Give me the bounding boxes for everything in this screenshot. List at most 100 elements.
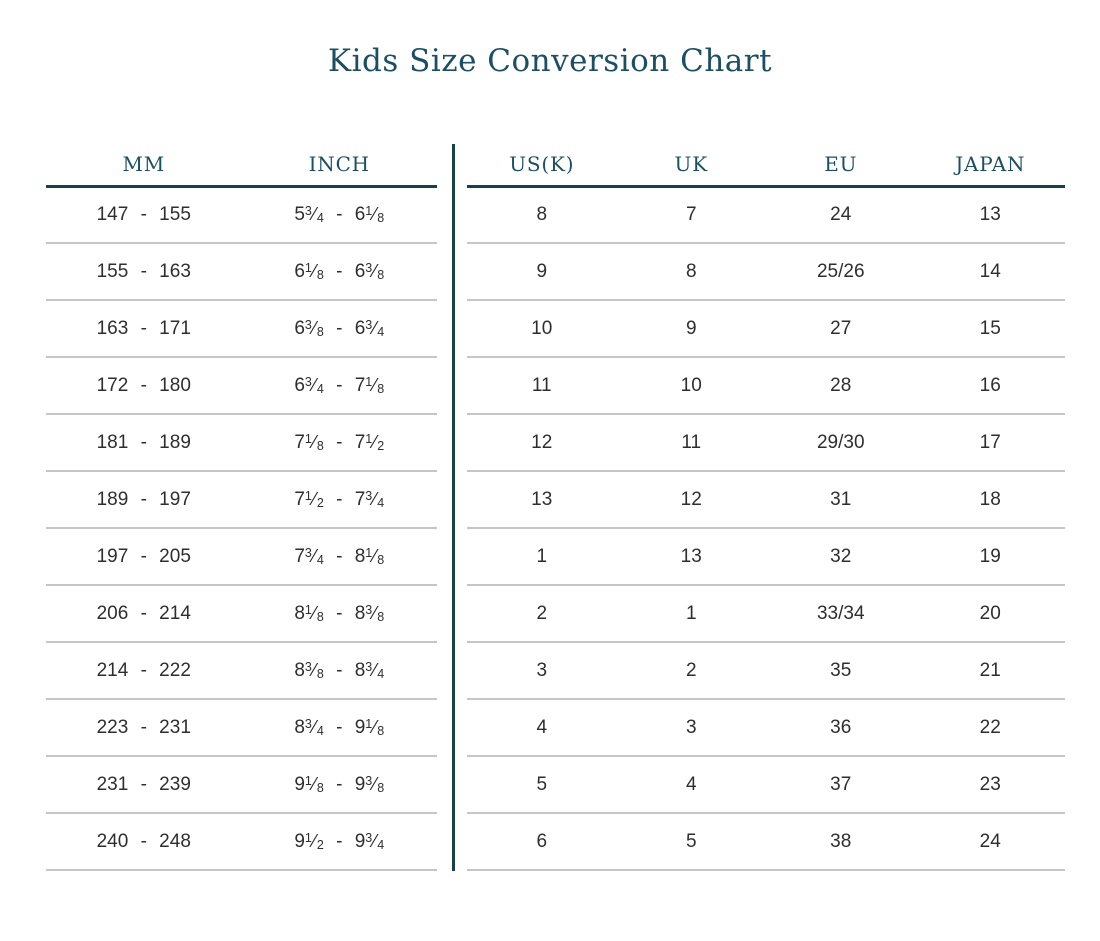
table-row: 147 - 155 53⁄4 - 61⁄8 bbox=[46, 186, 437, 244]
header-row: MM INCH bbox=[46, 144, 437, 188]
header-us-k: US(K) bbox=[467, 144, 617, 188]
table-row: 197 - 205 73⁄4 - 81⁄8 bbox=[46, 528, 437, 586]
page-title: Kids Size Conversion Chart bbox=[327, 43, 773, 79]
mm-range-cell: 163 - 171 bbox=[46, 300, 242, 358]
inch-range-cell: 91⁄8 - 93⁄8 bbox=[241, 756, 437, 814]
mm-range-cell: 231 - 239 bbox=[46, 756, 242, 814]
table-row: 4 3 36 22 bbox=[467, 699, 1065, 757]
mm-inch-table-header: MM INCH bbox=[46, 144, 437, 188]
table-row: 163 - 171 63⁄8 - 63⁄4 bbox=[46, 300, 437, 358]
eu-size-cell: 27 bbox=[766, 300, 916, 358]
japan-size-cell: 20 bbox=[915, 585, 1065, 643]
japan-size-cell: 19 bbox=[915, 528, 1065, 586]
mm-range-cell: 172 - 180 bbox=[46, 357, 242, 415]
us-size-cell: 11 bbox=[467, 357, 617, 415]
eu-size-cell: 38 bbox=[766, 813, 916, 871]
inch-range-cell: 61⁄8 - 63⁄8 bbox=[241, 243, 437, 301]
inch-range-cell: 73⁄4 - 81⁄8 bbox=[241, 528, 437, 586]
eu-size-cell: 24 bbox=[766, 186, 916, 244]
uk-size-cell: 2 bbox=[616, 642, 766, 700]
table-row: 9 8 25/26 14 bbox=[467, 243, 1065, 301]
international-table-header: US(K) UK EU JAPAN bbox=[467, 144, 1065, 188]
table-row: 6 5 38 24 bbox=[467, 813, 1065, 871]
us-size-cell: 10 bbox=[467, 300, 617, 358]
us-size-cell: 3 bbox=[467, 642, 617, 700]
japan-size-cell: 16 bbox=[915, 357, 1065, 415]
table-row: 3 2 35 21 bbox=[467, 642, 1065, 700]
uk-size-cell: 13 bbox=[616, 528, 766, 586]
us-size-cell: 8 bbox=[467, 186, 617, 244]
uk-size-cell: 8 bbox=[616, 243, 766, 301]
header-eu: EU bbox=[766, 144, 916, 188]
japan-size-cell: 14 bbox=[915, 243, 1065, 301]
table-row: 5 4 37 23 bbox=[467, 756, 1065, 814]
header-japan: JAPAN bbox=[915, 144, 1065, 188]
eu-size-cell: 35 bbox=[766, 642, 916, 700]
header-row: US(K) UK EU JAPAN bbox=[467, 144, 1065, 188]
eu-size-cell: 29/30 bbox=[766, 414, 916, 472]
inch-range-cell: 53⁄4 - 61⁄8 bbox=[241, 186, 437, 244]
japan-size-cell: 24 bbox=[915, 813, 1065, 871]
table-row: 181 - 189 71⁄8 - 71⁄2 bbox=[46, 414, 437, 472]
mm-range-cell: 197 - 205 bbox=[46, 528, 242, 586]
japan-size-cell: 22 bbox=[915, 699, 1065, 757]
eu-size-cell: 36 bbox=[766, 699, 916, 757]
japan-size-cell: 15 bbox=[915, 300, 1065, 358]
eu-size-cell: 37 bbox=[766, 756, 916, 814]
inch-range-cell: 91⁄2 - 93⁄4 bbox=[241, 813, 437, 871]
us-size-cell: 1 bbox=[467, 528, 617, 586]
mm-inch-table: MM INCH 147 - 155 53⁄4 - 61⁄8 155 - 163 61⁄… bbox=[46, 144, 437, 871]
eu-size-cell: 25/26 bbox=[766, 243, 916, 301]
us-size-cell: 5 bbox=[467, 756, 617, 814]
mm-inch-table-body: 147 - 155 53⁄4 - 61⁄8 155 - 163 61⁄8 - 63⁄8… bbox=[46, 186, 437, 871]
table-row: 12 11 29/30 17 bbox=[467, 414, 1065, 472]
us-size-cell: 6 bbox=[467, 813, 617, 871]
uk-size-cell: 11 bbox=[616, 414, 766, 472]
japan-size-cell: 23 bbox=[915, 756, 1065, 814]
mm-range-cell: 223 - 231 bbox=[46, 699, 242, 757]
inch-range-cell: 63⁄8 - 63⁄4 bbox=[241, 300, 437, 358]
mm-range-cell: 155 - 163 bbox=[46, 243, 242, 301]
table-row: 231 - 239 91⁄8 - 93⁄8 bbox=[46, 756, 437, 814]
table-row: 8 7 24 13 bbox=[467, 186, 1065, 244]
uk-size-cell: 10 bbox=[616, 357, 766, 415]
inch-range-cell: 81⁄8 - 83⁄8 bbox=[241, 585, 437, 643]
us-size-cell: 4 bbox=[467, 699, 617, 757]
uk-size-cell: 7 bbox=[616, 186, 766, 244]
eu-size-cell: 32 bbox=[766, 528, 916, 586]
japan-size-cell: 18 bbox=[915, 471, 1065, 529]
conversion-tables: MM INCH 147 - 155 53⁄4 - 61⁄8 155 - 163 61⁄… bbox=[46, 144, 1100, 871]
mm-range-cell: 181 - 189 bbox=[46, 414, 242, 472]
us-size-cell: 13 bbox=[467, 471, 617, 529]
eu-size-cell: 33/34 bbox=[766, 585, 916, 643]
us-size-cell: 2 bbox=[467, 585, 617, 643]
table-row: 1 13 32 19 bbox=[467, 528, 1065, 586]
japan-size-cell: 21 bbox=[915, 642, 1065, 700]
us-size-cell: 12 bbox=[467, 414, 617, 472]
table-divider bbox=[452, 144, 455, 871]
japan-size-cell: 17 bbox=[915, 414, 1065, 472]
uk-size-cell: 1 bbox=[616, 585, 766, 643]
inch-range-cell: 71⁄8 - 71⁄2 bbox=[241, 414, 437, 472]
header-uk: UK bbox=[616, 144, 766, 188]
mm-range-cell: 240 - 248 bbox=[46, 813, 242, 871]
table-row: 2 1 33/34 20 bbox=[467, 585, 1065, 643]
international-sizes-table: US(K) UK EU JAPAN 8 7 24 13 9 8 25/26 14 10 9 27 15… bbox=[467, 144, 1065, 871]
mm-range-cell: 147 - 155 bbox=[46, 186, 242, 244]
table-row: 10 9 27 15 bbox=[467, 300, 1065, 358]
table-row: 240 - 248 91⁄2 - 93⁄4 bbox=[46, 813, 437, 871]
inch-range-cell: 83⁄8 - 83⁄4 bbox=[241, 642, 437, 700]
table-row: 214 - 222 83⁄8 - 83⁄4 bbox=[46, 642, 437, 700]
table-row: 223 - 231 83⁄4 - 91⁄8 bbox=[46, 699, 437, 757]
table-row: 172 - 180 63⁄4 - 71⁄8 bbox=[46, 357, 437, 415]
eu-size-cell: 31 bbox=[766, 471, 916, 529]
table-row: 155 - 163 61⁄8 - 63⁄8 bbox=[46, 243, 437, 301]
uk-size-cell: 12 bbox=[616, 471, 766, 529]
table-row: 189 - 197 71⁄2 - 73⁄4 bbox=[46, 471, 437, 529]
uk-size-cell: 4 bbox=[616, 756, 766, 814]
uk-size-cell: 3 bbox=[616, 699, 766, 757]
table-row: 13 12 31 18 bbox=[467, 471, 1065, 529]
japan-size-cell: 13 bbox=[915, 186, 1065, 244]
inch-range-cell: 83⁄4 - 91⁄8 bbox=[241, 699, 437, 757]
